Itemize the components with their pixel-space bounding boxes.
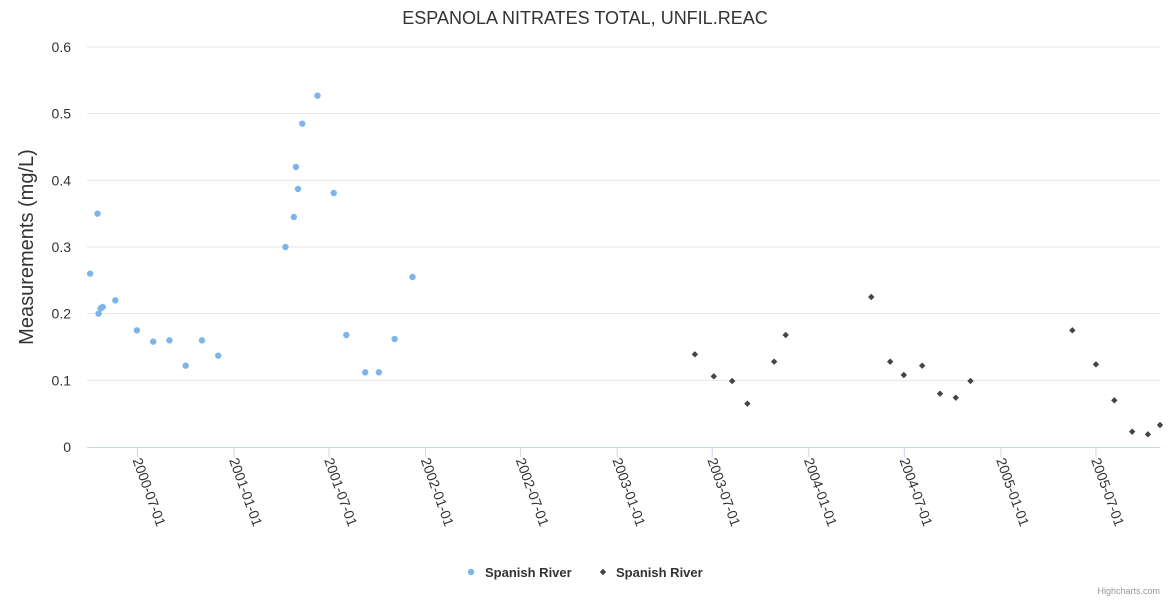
y-axis-title: Measurements (mg/L) bbox=[16, 149, 38, 345]
data-point[interactable] bbox=[330, 189, 337, 197]
data-point[interactable] bbox=[94, 210, 101, 217]
y-tick-label: 0.4 bbox=[52, 172, 72, 188]
data-point[interactable] bbox=[1092, 361, 1100, 368]
data-point[interactable] bbox=[391, 335, 398, 343]
data-point[interactable] bbox=[1156, 421, 1164, 429]
x-tick-label: 2001-07-01 bbox=[321, 456, 361, 529]
data-point[interactable] bbox=[728, 377, 736, 385]
data-point[interactable] bbox=[182, 362, 189, 369]
chart-title: ESPANOLA NITRATES TOTAL, UNFIL.REAC bbox=[402, 8, 767, 28]
data-point[interactable] bbox=[86, 270, 94, 277]
data-point[interactable] bbox=[744, 400, 751, 407]
x-tick-label: 2005-01-01 bbox=[993, 456, 1033, 529]
data-point[interactable] bbox=[918, 362, 926, 369]
x-tick-label: 2003-01-01 bbox=[609, 456, 649, 529]
y-axis: 0 0.1 0.2 0.3 0.4 0.5 0.6 bbox=[52, 39, 72, 455]
x-axis-labels: 2000-07-01 2001-01-01 2001-07-01 2002-01-01… bbox=[130, 456, 1128, 529]
data-point[interactable] bbox=[967, 377, 974, 385]
y-tick-label: 0.6 bbox=[52, 39, 72, 55]
data-point[interactable] bbox=[782, 331, 789, 339]
x-axis bbox=[87, 447, 1160, 457]
data-point[interactable] bbox=[375, 369, 383, 376]
x-tick-label: 2004-07-01 bbox=[897, 456, 937, 529]
x-tick-label: 2003-07-01 bbox=[704, 456, 744, 529]
data-point[interactable] bbox=[1069, 327, 1076, 334]
x-tick-label: 2002-07-01 bbox=[513, 456, 553, 529]
data-point[interactable] bbox=[112, 297, 119, 304]
data-point[interactable] bbox=[133, 327, 141, 334]
y-tick-label: 0.2 bbox=[52, 306, 72, 322]
data-point[interactable] bbox=[294, 185, 302, 193]
data-point[interactable] bbox=[1144, 431, 1152, 438]
data-point[interactable] bbox=[770, 358, 778, 365]
x-tick-label: 2004-01-01 bbox=[801, 456, 841, 529]
data-point[interactable] bbox=[290, 213, 298, 221]
legend[interactable]: Spanish River Spanish River bbox=[467, 565, 703, 580]
data-point[interactable] bbox=[710, 373, 717, 380]
x-tick-label: 2002-01-01 bbox=[418, 456, 458, 529]
data-point[interactable] bbox=[99, 303, 106, 311]
data-point[interactable] bbox=[292, 163, 300, 171]
y-tick-label: 0.5 bbox=[52, 106, 72, 122]
data-point[interactable] bbox=[282, 243, 289, 251]
data-point[interactable] bbox=[299, 120, 306, 127]
legend-label: Spanish River bbox=[616, 565, 703, 580]
legend-symbol bbox=[599, 568, 607, 576]
data-points bbox=[86, 92, 1164, 438]
data-point[interactable] bbox=[95, 310, 102, 317]
data-point[interactable] bbox=[343, 331, 350, 339]
x-tick-label: 2000-07-01 bbox=[130, 456, 170, 529]
legend-symbol bbox=[467, 568, 475, 576]
data-point[interactable] bbox=[198, 337, 206, 344]
credits-link[interactable]: Highcharts.com bbox=[1097, 586, 1160, 596]
data-point[interactable] bbox=[691, 351, 699, 358]
data-point[interactable] bbox=[149, 338, 157, 345]
data-point[interactable] bbox=[1111, 397, 1118, 404]
data-point[interactable] bbox=[952, 394, 959, 401]
data-point[interactable] bbox=[409, 273, 416, 281]
x-tick-label: 2005-07-01 bbox=[1088, 456, 1128, 529]
data-point[interactable] bbox=[166, 337, 173, 344]
legend-label: Spanish River bbox=[485, 565, 572, 580]
data-point[interactable] bbox=[362, 369, 369, 376]
series-1 bbox=[86, 92, 416, 376]
grid bbox=[87, 46, 1160, 381]
y-tick-label: 0 bbox=[63, 439, 71, 455]
data-point[interactable] bbox=[215, 352, 222, 359]
data-point[interactable] bbox=[900, 371, 908, 379]
y-tick-label: 0.1 bbox=[52, 372, 72, 388]
data-point[interactable] bbox=[1128, 428, 1136, 435]
data-point[interactable] bbox=[936, 390, 944, 397]
x-tick-label: 2001-01-01 bbox=[226, 456, 266, 529]
legend-item-2[interactable]: Spanish River bbox=[599, 565, 703, 580]
legend-item-1[interactable]: Spanish River bbox=[467, 565, 572, 580]
data-point[interactable] bbox=[314, 92, 321, 99]
y-tick-label: 0.3 bbox=[52, 239, 72, 255]
series-2 bbox=[691, 293, 1164, 438]
data-point[interactable] bbox=[868, 293, 875, 301]
data-point[interactable] bbox=[886, 358, 894, 365]
